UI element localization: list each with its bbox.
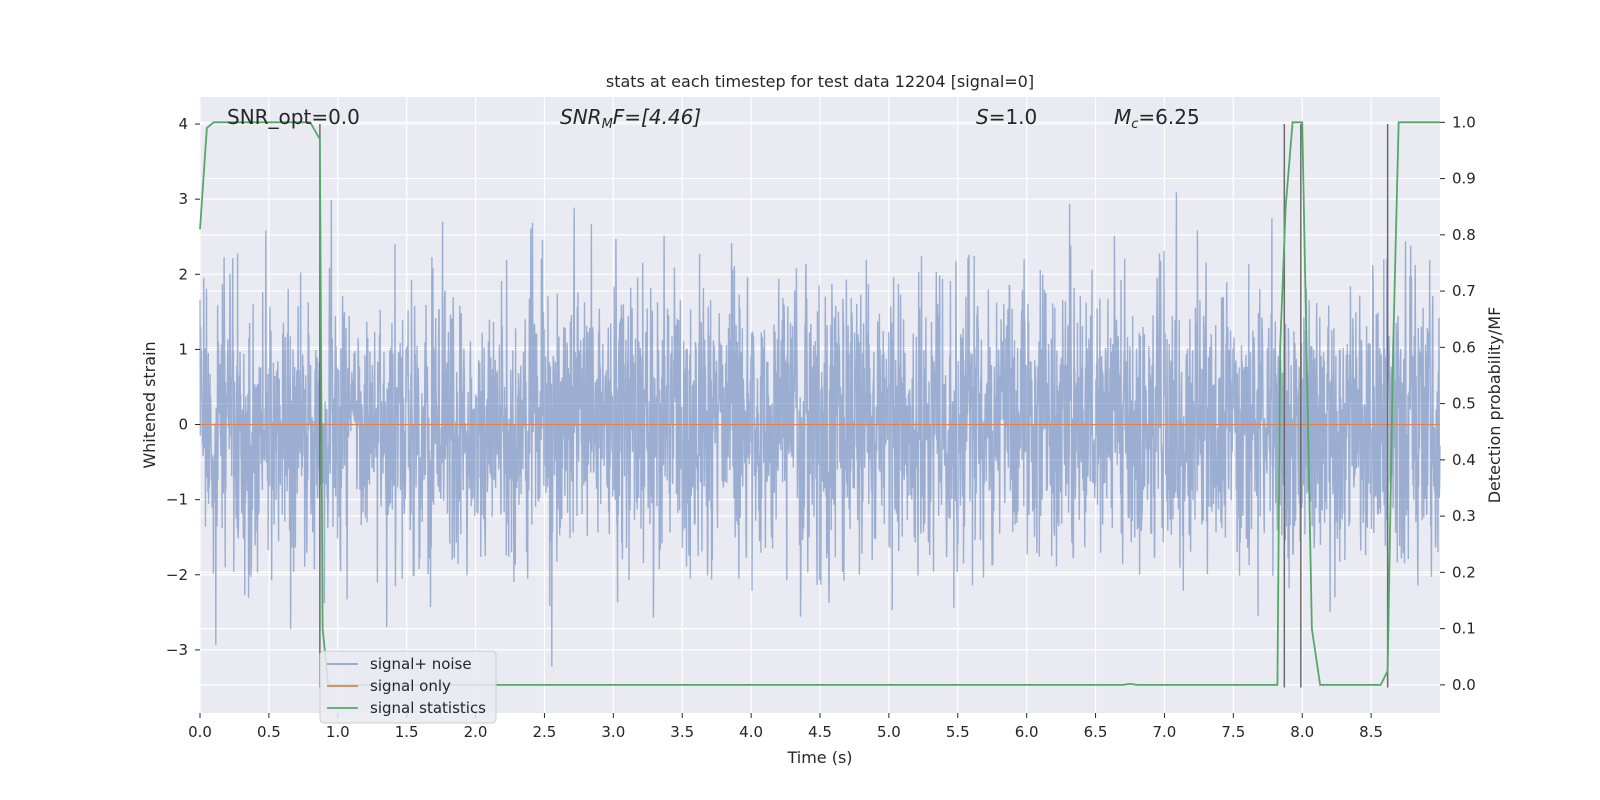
x-axis-label: Time (s) [786,748,852,767]
x-tick-label: 0.5 [257,723,281,741]
chart-title: stats at each timestep for test data 122… [606,72,1034,91]
annotation-mc-sub: c [1131,117,1138,132]
x-tick-label: 7.5 [1221,723,1245,741]
y2-tick-label: 1.0 [1452,113,1476,131]
x-tick-label: 1.5 [395,723,419,741]
y2-tick-label: 0.6 [1452,338,1476,356]
x-tick-label: 7.0 [1153,723,1177,741]
y-axis-ticks: 4 3 2 1 0 −1 −2 −3 [166,115,200,659]
x-tick-label: 1.0 [326,723,350,741]
y-tick-label: −3 [166,641,188,659]
y2-tick-label: 0.8 [1452,226,1476,244]
annotation-s-label: S [976,105,989,129]
signal-noise-series [199,192,1441,667]
y2-axis-ticks: 1.0 0.9 0.8 0.7 0.6 0.5 0.4 0.3 0.2 0.1 0.0 [1440,113,1476,694]
y2-tick-label: 0.0 [1452,676,1476,694]
y-tick-label: 3 [178,190,188,208]
x-tick-label: 0.0 [188,723,212,741]
y-tick-label: 0 [178,416,188,434]
line-series [199,121,1440,688]
y2-tick-label: 0.5 [1452,395,1476,413]
x-tick-label: 4.5 [808,723,832,741]
legend-label-signal-only: signal only [370,677,451,695]
annotation-mc: Mc=6.25 [1114,105,1200,132]
x-tick-label: 3.0 [601,723,625,741]
x-tick-label: 2.0 [464,723,488,741]
y2-tick-label: 0.2 [1452,563,1476,581]
x-tick-label: 3.5 [670,723,694,741]
x-tick-label: 8.5 [1359,723,1383,741]
signal-statistics-line [199,121,1440,686]
y2-tick-label: 0.3 [1452,507,1476,525]
annotation-snr-mf-suffix-f: F=[4.46] [613,105,701,129]
y2-tick-label: 0.4 [1452,451,1476,469]
annotation-snr-mf: SNRMF=[4.46] [560,105,701,132]
annotation-s-value: =1.0 [989,105,1038,129]
x-tick-label: 6.5 [1084,723,1108,741]
legend: signal+ noise signal only signal statist… [319,650,497,724]
y-axis-label: Whitened strain [140,341,159,468]
y-tick-label: −2 [166,566,188,584]
annotation-s: S=1.0 [976,105,1037,129]
annotation-snr-opt: SNR_opt=0.0 [227,105,360,129]
x-tick-label: 8.0 [1290,723,1314,741]
annotation-snr-mf-prefix: SNR [560,105,602,129]
legend-label-signal-noise: signal+ noise [370,655,472,673]
annotation-snr-mf-sub: M [602,117,613,132]
legend-label-signal-statistics: signal statistics [370,699,486,717]
y2-tick-label: 0.9 [1452,170,1476,188]
y-tick-label: 2 [178,265,188,283]
x-tick-label: 2.5 [533,723,557,741]
x-tick-label: 4.0 [739,723,763,741]
annotation-mc-value: =6.25 [1138,105,1199,129]
signal-noise-line [199,192,1441,667]
annotation-mc-label: M [1114,105,1131,129]
legend-box [319,650,497,724]
x-tick-label: 6.0 [1015,723,1039,741]
x-axis-ticks: 0.0 0.5 1.0 1.5 2.0 2.5 3.0 3.5 4.0 4.5 5.0 5.5 6.0 6… [188,713,1383,741]
y2-tick-label: 0.1 [1452,620,1476,638]
y2-axis-label: Detection probability/MF [1485,307,1504,504]
x-tick-label: 5.0 [877,723,901,741]
y-tick-label: −1 [166,491,188,509]
x-tick-label: 5.5 [946,723,970,741]
y-tick-label: 1 [178,340,188,358]
y2-tick-label: 0.7 [1452,282,1476,300]
y-tick-label: 4 [178,115,188,133]
